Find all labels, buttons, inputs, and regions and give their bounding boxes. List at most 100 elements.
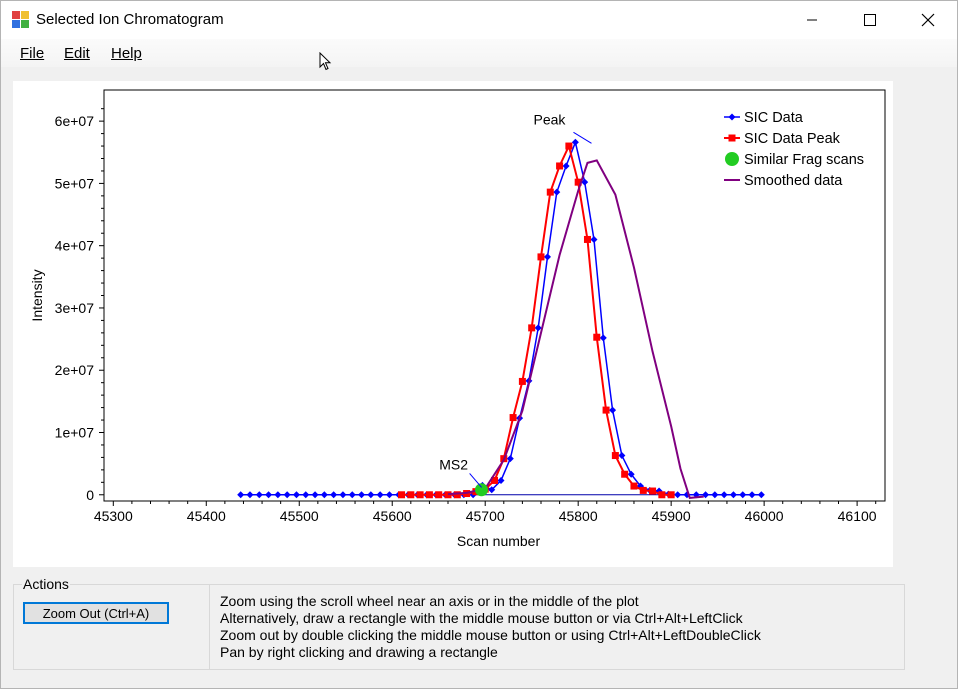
sic-peak-point bbox=[491, 476, 498, 484]
menu-edit-label: Edit bbox=[64, 45, 90, 62]
sic-data-point bbox=[571, 138, 579, 146]
smoothed-line bbox=[447, 159, 704, 499]
menu-help-label: Help bbox=[111, 45, 142, 62]
y-tick-label: 3e+07 bbox=[55, 300, 95, 316]
annotation-ms2-arrow bbox=[469, 473, 483, 488]
chromatogram-chart[interactable]: 45300 45400 45500 45600 45700 45800 45900 46000… bbox=[13, 81, 893, 567]
sic-data-point bbox=[553, 188, 561, 196]
y-tick-label: 5e+07 bbox=[55, 175, 95, 191]
sic-data-point bbox=[385, 491, 393, 499]
sic-peak-point bbox=[621, 470, 629, 478]
sic-data-point bbox=[599, 334, 607, 342]
help-line: Zoom using the scroll wheel near an axis… bbox=[220, 593, 639, 609]
sic-peak-point bbox=[593, 333, 601, 341]
sic-peak-point bbox=[667, 491, 675, 499]
x-tick-label: 46000 bbox=[745, 508, 784, 524]
menu-edit[interactable]: Edit bbox=[64, 45, 90, 62]
sic-data-point bbox=[674, 491, 682, 499]
close-icon bbox=[921, 13, 935, 27]
sic-peak-point bbox=[611, 452, 619, 460]
sic-peak-point bbox=[435, 491, 443, 499]
help-line: Alternatively, draw a rectangle with the… bbox=[220, 610, 743, 626]
sic-data-point bbox=[330, 491, 338, 499]
menu-help[interactable]: Help bbox=[111, 45, 142, 62]
close-button[interactable] bbox=[899, 1, 957, 39]
title-bar[interactable]: Selected Ion Chromatogram bbox=[1, 1, 957, 39]
plot-area[interactable]: 45300 45400 45500 45600 45700 45800 45900 46000… bbox=[13, 81, 893, 567]
sic-data-point bbox=[534, 324, 542, 332]
window-title: Selected Ion Chromatogram bbox=[36, 11, 224, 28]
sic-peak-point bbox=[509, 414, 517, 422]
sic-data-point bbox=[292, 491, 300, 499]
sic-peak-point bbox=[574, 178, 582, 186]
sic-peak-point bbox=[602, 406, 610, 414]
legend-label: Smoothed data bbox=[744, 173, 843, 189]
sic-data-point bbox=[497, 476, 505, 484]
x-tick-label: 45500 bbox=[280, 508, 319, 524]
sic-data-point bbox=[609, 406, 617, 414]
legend-swatch-marker bbox=[728, 134, 736, 142]
sic-peak-point bbox=[528, 324, 536, 332]
sic-data-point bbox=[543, 253, 551, 261]
sic-peak-point bbox=[658, 491, 666, 499]
y-axis-label: Intensity bbox=[29, 269, 45, 321]
sic-peak-point bbox=[556, 162, 564, 170]
sic-peak-point bbox=[565, 142, 573, 150]
sic-peak-point bbox=[453, 491, 461, 499]
annotation-peak-arrow bbox=[573, 131, 592, 144]
mouse-cursor-icon bbox=[319, 52, 332, 71]
sic-data-point bbox=[283, 491, 291, 499]
sic-data-point bbox=[246, 491, 254, 499]
sic-peak-point bbox=[537, 253, 545, 261]
legend-label: SIC Data bbox=[744, 110, 804, 126]
x-tick-label: 45700 bbox=[466, 508, 505, 524]
sic-data-point bbox=[720, 491, 728, 499]
sic-data-point bbox=[757, 491, 765, 499]
help-text: Zoom using the scroll wheel near an axis… bbox=[220, 593, 761, 661]
sic-peak-point bbox=[398, 491, 406, 499]
maximize-icon bbox=[864, 14, 876, 26]
legend-swatch-marker bbox=[725, 152, 739, 166]
minimize-button[interactable] bbox=[783, 1, 841, 39]
x-tick-label: 45800 bbox=[559, 508, 598, 524]
sic-data-point bbox=[302, 491, 310, 499]
y-tick-label: 6e+07 bbox=[55, 113, 95, 129]
sic-data-point bbox=[320, 491, 328, 499]
help-line: Pan by right clicking and drawing a rect… bbox=[220, 644, 498, 660]
actions-divider bbox=[209, 585, 210, 669]
zoom-out-button[interactable]: Zoom Out (Ctrl+A) bbox=[23, 602, 169, 624]
sic-data-point bbox=[376, 491, 384, 499]
x-tick-label: 45400 bbox=[187, 508, 226, 524]
sic-data-point bbox=[711, 491, 719, 499]
legend-swatch-marker bbox=[728, 113, 736, 121]
sic-data-point bbox=[739, 491, 747, 499]
maximize-button[interactable] bbox=[841, 1, 899, 39]
x-tick-label: 46100 bbox=[838, 508, 877, 524]
x-tick-label: 45900 bbox=[652, 508, 691, 524]
sic-peak-point bbox=[630, 482, 638, 490]
x-tick-label: 45300 bbox=[94, 508, 133, 524]
menu-file[interactable]: File bbox=[20, 45, 44, 62]
sic-data-point bbox=[581, 178, 589, 186]
sic-data-point bbox=[590, 235, 598, 243]
menu-file-label: File bbox=[20, 45, 45, 62]
y-tick-label: 4e+07 bbox=[55, 238, 95, 254]
sic-peak-point bbox=[407, 491, 415, 499]
sic-peak-point bbox=[518, 377, 526, 385]
menu-bar: File Edit Help bbox=[1, 39, 957, 67]
legend-label: SIC Data Peak bbox=[744, 131, 841, 147]
annotation-ms2: MS2 bbox=[439, 456, 468, 472]
chromatogram-app-icon bbox=[12, 11, 29, 28]
y-tick-label: 0 bbox=[86, 487, 94, 503]
sic-peak-point bbox=[639, 486, 647, 494]
sic-data-point bbox=[265, 491, 273, 499]
sic-data-point bbox=[274, 491, 282, 499]
sic-data-point bbox=[311, 491, 319, 499]
sic-peak-point bbox=[425, 491, 433, 499]
similar-frag-point bbox=[474, 483, 488, 497]
sic-data-point bbox=[562, 162, 570, 170]
actions-group: Actions Zoom Out (Ctrl+A) Zoom using the… bbox=[13, 576, 905, 670]
y-tick-label: 2e+07 bbox=[55, 362, 95, 378]
x-axis-label: Scan number bbox=[457, 533, 541, 549]
